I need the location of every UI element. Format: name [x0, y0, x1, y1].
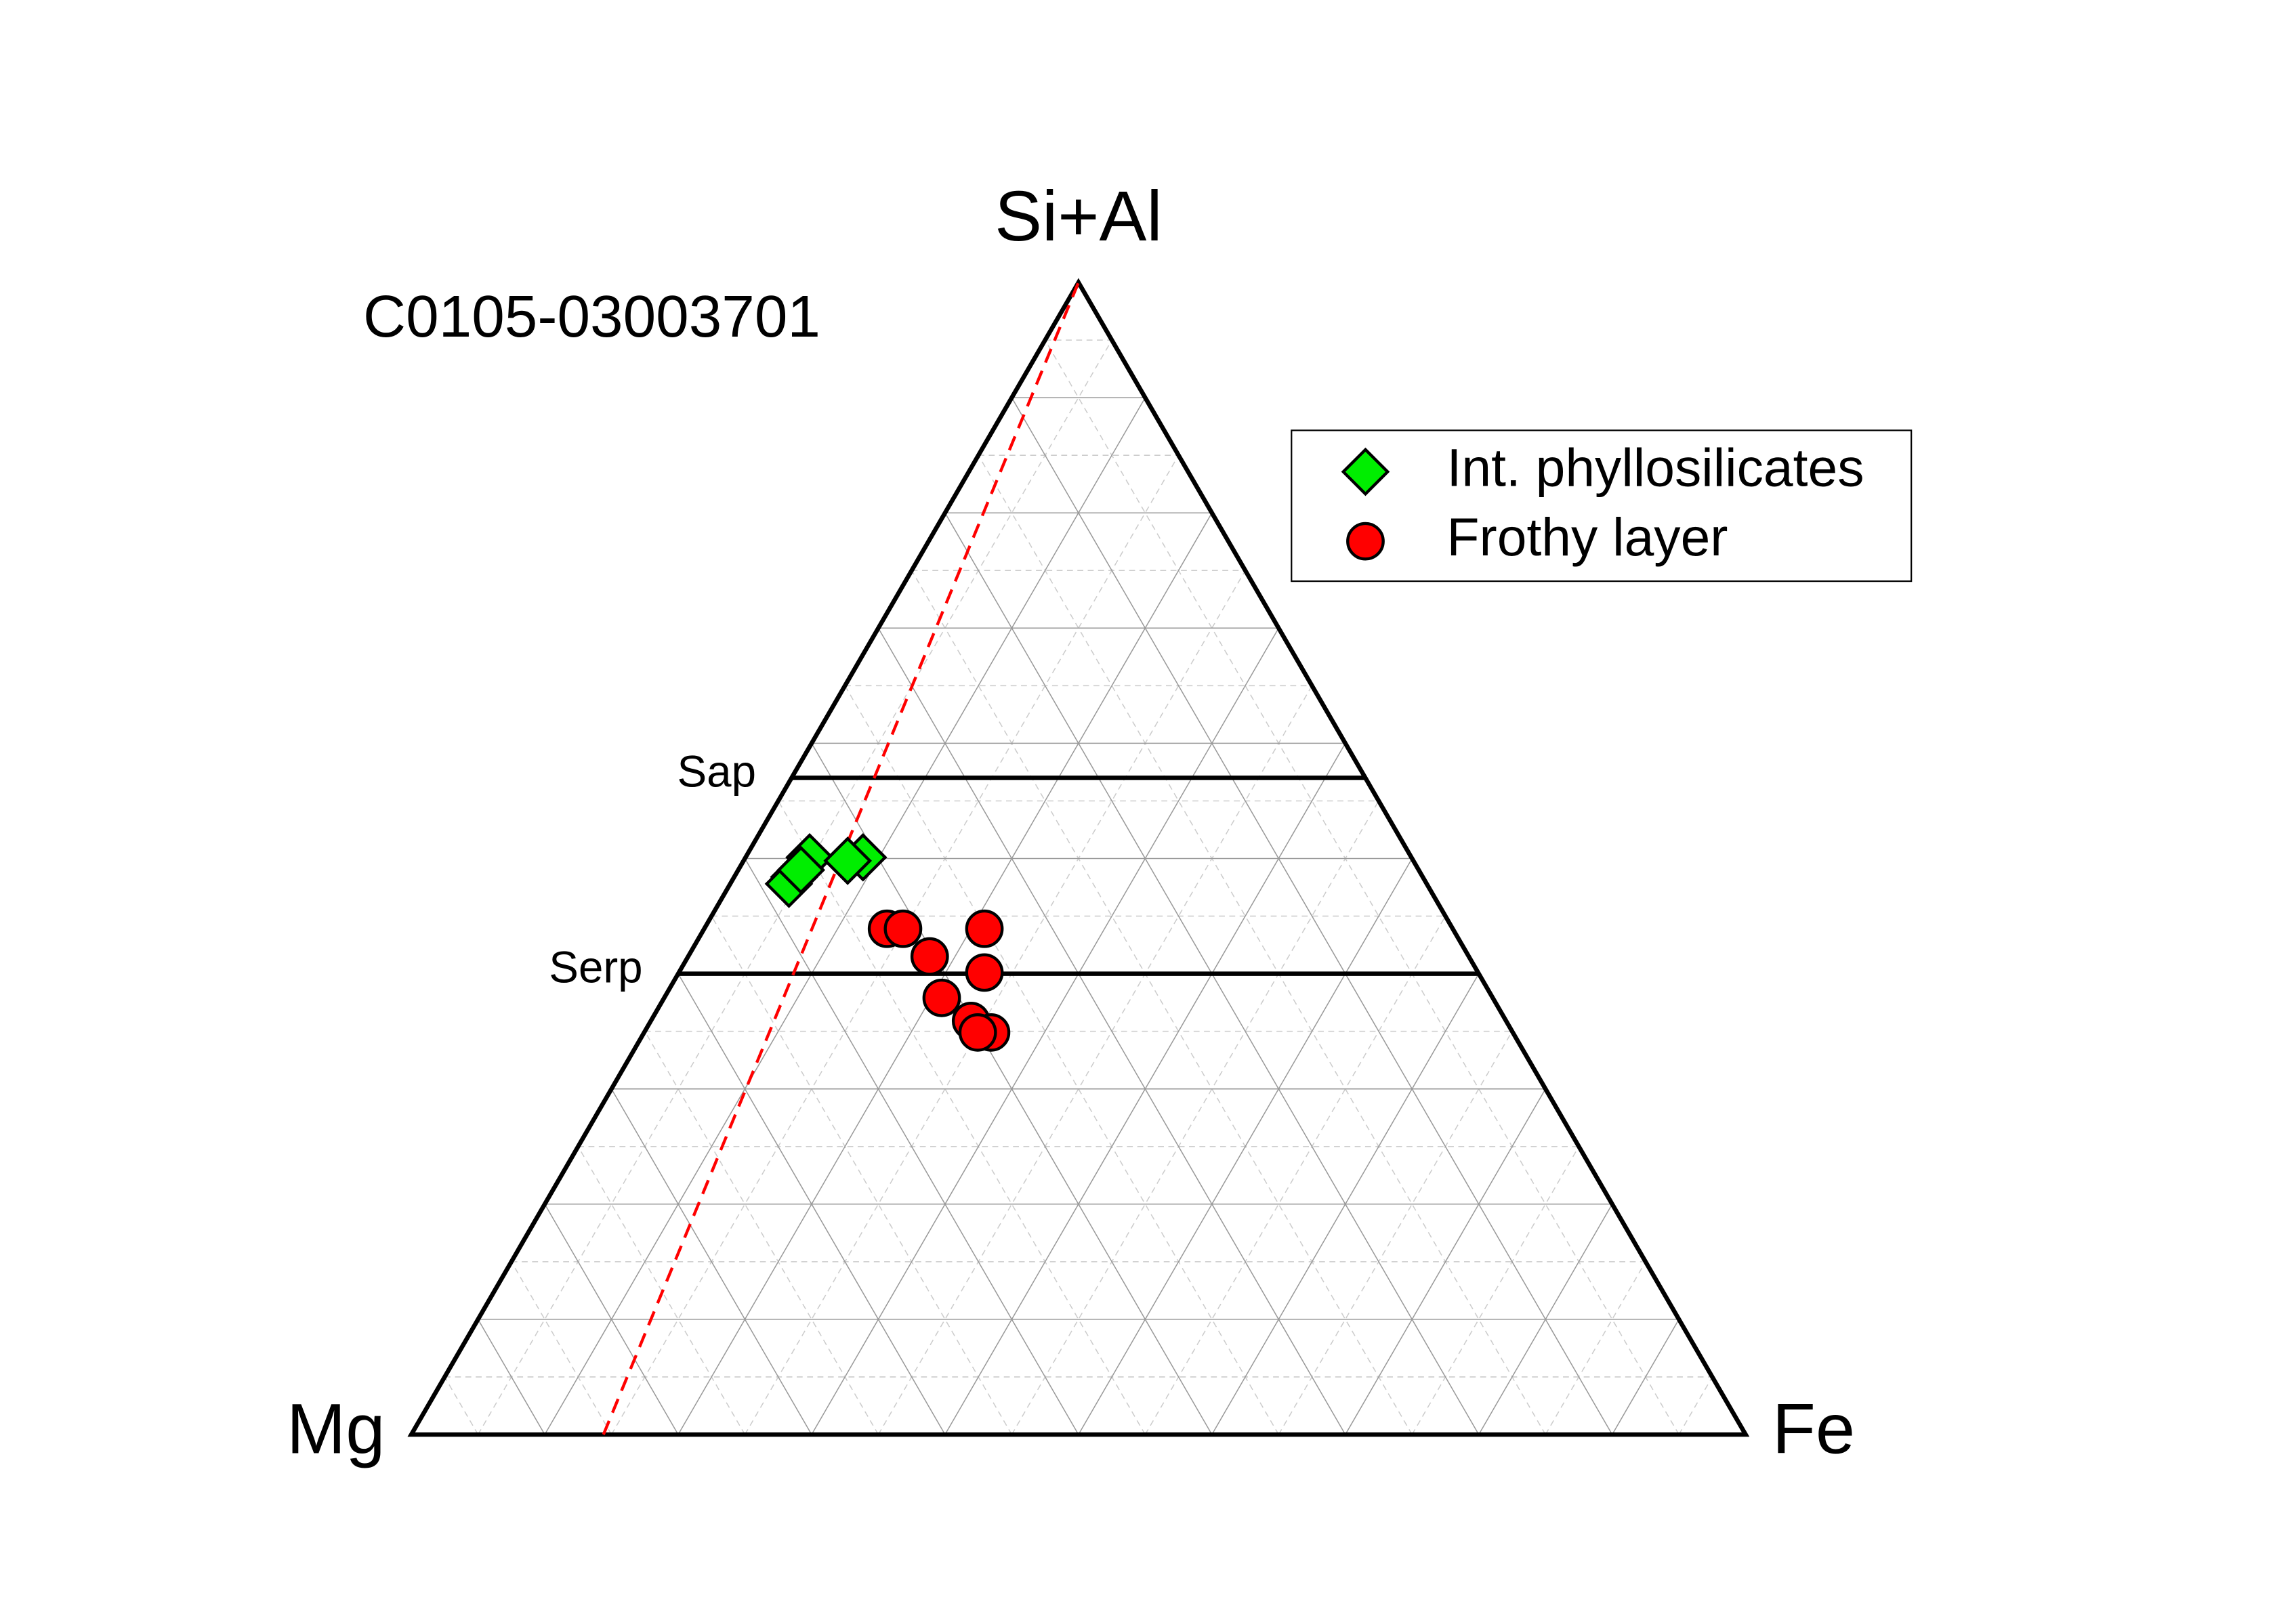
grid-line — [1211, 973, 1480, 1435]
grid-line — [1345, 1088, 1546, 1435]
reference-label: Serp — [549, 943, 642, 992]
diamond-marker — [823, 836, 872, 885]
grid-line — [911, 570, 1413, 1435]
reference-label: Sap — [677, 746, 756, 796]
circle-marker — [958, 1013, 997, 1052]
legend-label: Int. phyllosilicates — [1447, 438, 1864, 497]
grid-line — [744, 858, 1079, 1435]
circle-marker — [910, 937, 949, 976]
grid-line — [1144, 916, 1446, 1435]
grid-line — [444, 1376, 479, 1435]
grid-line — [1612, 1319, 1679, 1435]
circle-marker — [883, 909, 923, 948]
grid-line — [744, 570, 1246, 1435]
grid-line — [1044, 339, 1679, 1435]
grid-line — [811, 627, 1279, 1435]
legend-marker — [1341, 447, 1390, 496]
grid-line — [1478, 1204, 1613, 1435]
left-axis-label: Mg — [287, 1390, 385, 1469]
chart-title: C0105-03003701 — [363, 283, 820, 349]
grid-line — [778, 801, 1146, 1435]
grid-line — [711, 916, 1013, 1435]
grid-line — [877, 685, 1313, 1435]
legend-marker — [1346, 522, 1385, 561]
grid-line — [610, 1088, 812, 1435]
triangle-frame — [407, 278, 1750, 1437]
grid-line — [1011, 397, 1613, 1435]
grid-line — [1545, 1261, 1646, 1435]
grid-line — [1078, 858, 1413, 1435]
grid-line — [844, 685, 1279, 1435]
circle-marker — [965, 909, 1004, 948]
top-axis-label: Si+Al — [995, 177, 1163, 256]
grid-line — [1678, 1376, 1713, 1435]
grid-line — [1411, 1146, 1580, 1435]
grid-line — [1011, 801, 1379, 1435]
marks — [602, 282, 1479, 1435]
grid-line — [477, 1319, 545, 1435]
grid — [444, 339, 1713, 1435]
legend-label: Frothy layer — [1447, 507, 1728, 567]
circle-marker — [965, 953, 1004, 992]
grid-line — [544, 1204, 679, 1435]
grid-line — [610, 454, 1180, 1435]
legend-box — [1291, 429, 1913, 582]
grid-line — [978, 454, 1546, 1435]
grid-line — [1278, 1031, 1513, 1435]
grid-line — [877, 627, 1346, 1435]
grid-line — [511, 1261, 612, 1435]
right-axis-label: Fe — [1772, 1390, 1855, 1469]
diamond-marker — [776, 845, 826, 895]
grid-line — [544, 397, 1146, 1435]
grid-line — [644, 1031, 879, 1435]
circle-marker — [922, 978, 961, 1017]
grid-line — [677, 973, 946, 1435]
